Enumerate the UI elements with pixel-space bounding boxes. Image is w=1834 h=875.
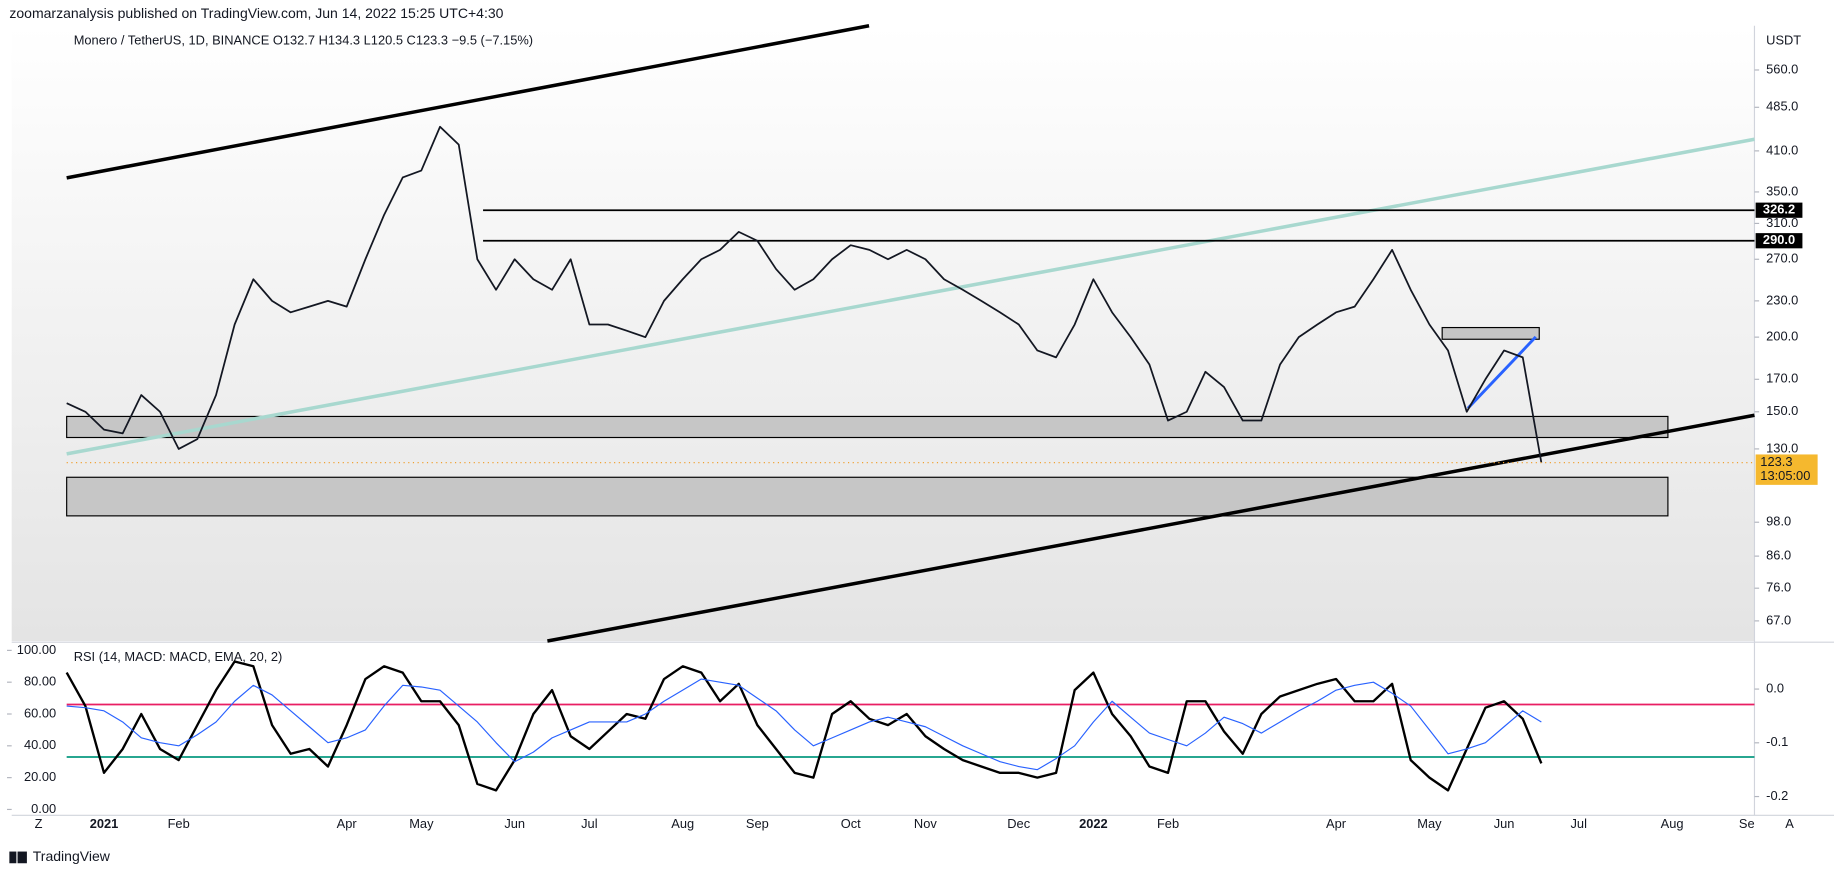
axis-button[interactable]: A [1785,816,1794,831]
wedge-line [1466,335,1537,410]
y-tick-label: 200.0 [1766,329,1798,344]
x-tick-label: Aug [1661,816,1684,831]
y-tick-label: 350.0 [1766,183,1798,198]
x-tick-label: 2021 [90,816,119,831]
x-tick-label: Aug [671,816,694,831]
y-tick-label: 60.00 [24,705,56,720]
x-tick-label: Dec [1007,816,1030,831]
last-price-box [1755,454,1818,485]
x-tick-label: Jun [1494,816,1515,831]
y-tick-label: 270.0 [1766,251,1798,266]
channel-line [547,413,1755,643]
footer-brand: TradingView [33,848,111,864]
resistance-zone [1441,326,1540,340]
x-tick-label: Apr [1326,816,1347,831]
x-tick-label: May [409,816,434,831]
y-tick-label: 67.0 [1766,612,1791,627]
indicator-pane [11,643,1755,816]
series-line [65,660,1543,792]
y-tick-label: 80.00 [24,674,56,689]
x-tick-label: Sep [746,816,769,831]
symbol-legend: Monero / TetherUS, 1D, BINANCE O132.7 H1… [74,32,533,47]
y-tick-label: 560.0 [1766,61,1798,76]
publisher-header: zoomarzanalysis published on TradingView… [9,5,503,21]
level-label: 326.2 [1763,202,1795,217]
y-tick-label: 150.0 [1766,403,1798,418]
countdown-label: 13:05:00 [1760,468,1810,483]
logo-icon [17,851,27,864]
y-tick-label: 40.00 [24,737,56,752]
x-tick-label: Se [1739,816,1755,831]
currency-label: USDT [1766,32,1801,47]
y-tick-label: 100.00 [17,642,56,657]
x-tick-label: Feb [168,816,190,831]
last-price-label: 123.3 [1760,454,1792,469]
y-tick-label: 130.0 [1766,440,1798,455]
indicator-legend: RSI (14, MACD: MACD, EMA, 20, 2) [74,649,283,664]
y-tick-label: 76.0 [1766,580,1791,595]
series-line [66,678,1542,771]
x-tick-label: Oct [841,816,861,831]
y-tick-label: 20.00 [24,769,56,784]
y2-tick-label: -0.2 [1766,788,1788,803]
axis-button[interactable]: Z [35,816,43,831]
y-tick-label: 98.0 [1766,514,1791,529]
series-line [66,125,1543,463]
trend-line [66,137,1755,456]
level-label-box [1755,233,1803,249]
y-tick-label: 410.0 [1766,142,1798,157]
channel-line [66,24,870,180]
y-tick-label: 485.0 [1766,99,1798,114]
level-label: 290.0 [1763,232,1795,247]
y-tick-label: 86.0 [1766,548,1791,563]
level-label-box [1755,202,1803,218]
y-tick-label: 170.0 [1766,371,1798,386]
x-tick-label: Feb [1157,816,1179,831]
x-tick-label: Nov [914,816,937,831]
y-tick-label: 0.00 [31,801,56,816]
x-tick-label: Jun [504,816,525,831]
logo [9,851,27,864]
x-tick-label: Jul [581,816,597,831]
support-zone [66,476,1669,517]
x-tick-label: Apr [337,816,358,831]
y2-tick-label: -0.1 [1766,734,1788,749]
logo-icon [9,851,17,864]
x-tick-label: Jul [1571,816,1587,831]
y2-tick-label: 0.0 [1766,680,1784,695]
support-zone [66,415,1669,439]
drawings [66,24,1755,643]
x-tick-label: 2022 [1079,816,1108,831]
x-tick-label: May [1417,816,1442,831]
y-tick-label: 310.0 [1766,215,1798,230]
y-tick-label: 230.0 [1766,292,1798,307]
